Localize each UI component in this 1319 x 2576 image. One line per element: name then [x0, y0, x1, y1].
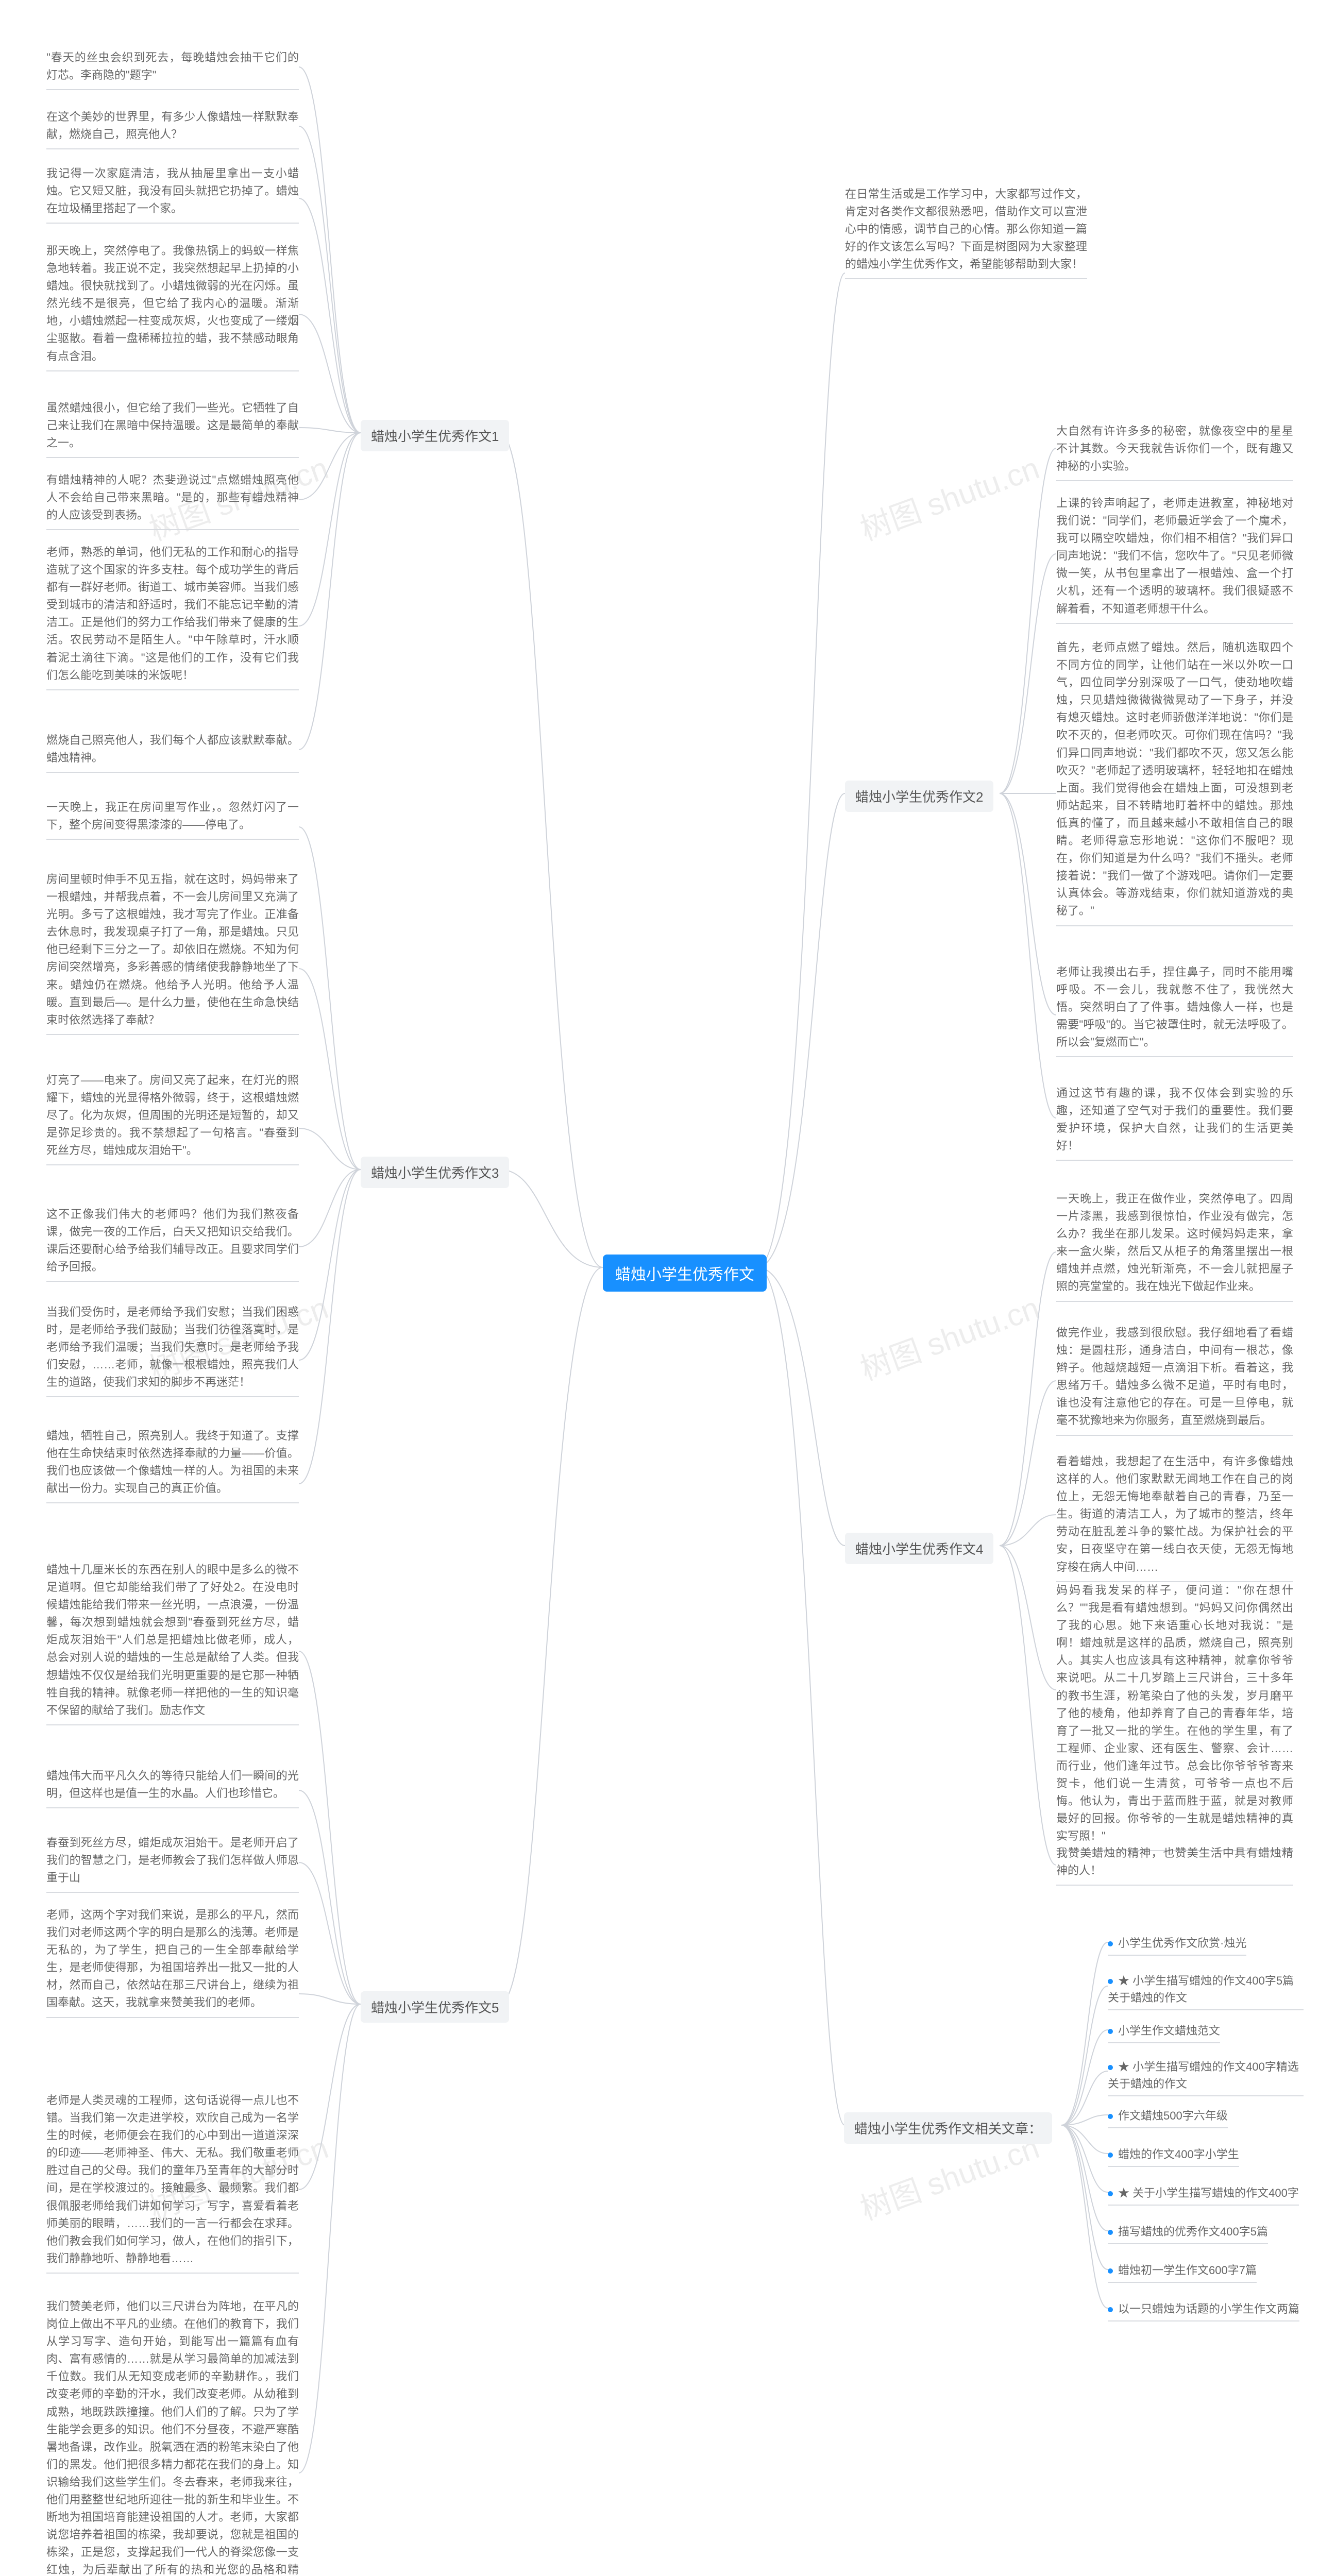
leaf: 老师是人类灵魂的工程师，这句话说得一点儿也不错。当我们第一次走进学校，欢欣自己成… — [46, 2092, 299, 2274]
branch-3[interactable]: 蜡烛小学生优秀作文3 — [361, 1157, 509, 1188]
leaf: 有蜡烛精神的人呢？杰斐逊说过"点燃蜡烛照亮他人不会给自己带来黑暗。"是的，那些有… — [46, 471, 299, 530]
leaf: 房间里顿时伸手不见五指，就在这时，妈妈带来了一根蜡烛，并帮我点着，不一会儿房间里… — [46, 871, 299, 1035]
related-link[interactable]: 小学生优秀作文欣赏·烛光 — [1108, 1935, 1246, 1956]
link-label: 小学生优秀作文欣赏·烛光 — [1118, 1937, 1246, 1950]
leaf: 一天晚上，我正在房间里写作业，。忽然灯闪了一下，整个房间变得黑漆漆的——停电了。 — [46, 799, 299, 840]
bullet-icon — [1108, 2153, 1113, 2158]
branch-5[interactable]: 蜡烛小学生优秀作文5 — [361, 1991, 509, 2023]
leaf: 蜡烛，牺牲自己，照亮别人。我终于知道了。支撑他在生命快结束时依然选择奉献的力量—… — [46, 1427, 299, 1503]
leaf: 上课的铃声响起了，老师走进教室，神秘地对我们说："同学们，老师最近学会了一个魔术… — [1056, 495, 1293, 624]
link-label: 作文蜡烛500字六年级 — [1118, 2109, 1228, 2122]
bullet-icon — [1108, 2191, 1113, 2196]
link-label: 描写蜡烛的优秀作文400字5篇 — [1118, 2225, 1268, 2238]
root-node[interactable]: 蜡烛小学生优秀作文 — [603, 1255, 767, 1292]
leaf: 老师，熟悉的单词，他们无私的工作和耐心的指导造就了这个国家的许多支柱。每个成功学… — [46, 544, 299, 690]
related-link[interactable]: 蜡烛的作文400字小学生 — [1108, 2146, 1239, 2167]
leaf: 妈妈看我发呆的样子，便问道："你在想什么？""我是看有蜡烛想到。"妈妈又问你偶然… — [1056, 1582, 1293, 1851]
related-link[interactable]: ★ 小学生描写蜡烛的作文400字精选 关于蜡烛的作文 — [1108, 2058, 1304, 2096]
intro-text: 在日常生活或是工作学习中，大家都写过作文，肯定对各类作文都很熟悉吧，借助作文可以… — [845, 185, 1087, 279]
leaf: 蜡烛十几厘米长的东西在别人的眼中是多么的微不足道啊。但它却能给我们带了了好处2。… — [46, 1561, 299, 1725]
related-link[interactable]: 蜡烛初一学生作文600字7篇 — [1108, 2262, 1257, 2283]
related-link[interactable]: ★ 关于小学生描写蜡烛的作文400字 — [1108, 2184, 1299, 2206]
leaf: 老师，这两个字对我们来说，是那么的平凡，然而我们对老师这两个字的明白是那么的浅薄… — [46, 1906, 299, 2018]
leaf: 老师让我摸出右手，捏住鼻子，同时不能用嘴呼吸。不一会儿，我就憋不住了，我恍然大悟… — [1056, 963, 1293, 1057]
link-label: ★ 关于小学生描写蜡烛的作文400字 — [1118, 2187, 1299, 2199]
leaf: 燃烧自己照亮他人，我们每个人都应该默默奉献。蜡烛精神。 — [46, 732, 299, 773]
leaf: 通过这节有趣的课，我不仅体会到实验的乐趣，还知道了空气对于我们的重要性。我们要爱… — [1056, 1084, 1293, 1161]
leaf: 当我们受伤时，是老师给予我们安慰；当我们困惑时，是老师给予我们鼓励；当我们彷徨落… — [46, 1303, 299, 1397]
related-link[interactable]: 描写蜡烛的优秀作文400字5篇 — [1108, 2223, 1268, 2244]
leaf: 在这个美妙的世界里，有多少人像蜡烛一样默默奉献，燃烧自己，照亮他人？ — [46, 108, 299, 149]
bullet-icon — [1108, 2307, 1113, 2312]
related-link[interactable]: 以一只蜡烛为话题的小学生作文两篇 — [1108, 2300, 1299, 2321]
related-link[interactable]: ★ 小学生描写蜡烛的作文400字5篇 关于蜡烛的作文 — [1108, 1972, 1304, 2010]
bullet-icon — [1108, 2114, 1113, 2119]
watermark: 树图 shutu.cn — [853, 443, 1044, 549]
leaf: 我记得一次家庭清洁，我从抽屉里拿出一支小蜡烛。它又短又脏，我没有回头就把它扔掉了… — [46, 165, 299, 224]
leaf: 做完作业，我感到很欣慰。我仔细地看了看蜡烛：是圆柱形，通身洁白，中间有一根芯，像… — [1056, 1324, 1293, 1436]
link-label: ★ 小学生描写蜡烛的作文400字5篇 关于蜡烛的作文 — [1108, 1974, 1294, 2004]
leaf: 虽然蜡烛很小，但它给了我们一些光。它牺牲了自己来让我们在黑暗中保持温暖。这是最简… — [46, 399, 299, 458]
leaf: "春天的丝虫会织到死去，每晚蜡烛会抽干它们的灯芯。李商隐的"题字" — [46, 49, 299, 90]
leaf: 这不正像我们伟大的老师吗？他们为我们熬夜备课，做完一夜的工作后，白天又把知识交给… — [46, 1206, 299, 1282]
bullet-icon — [1108, 1941, 1113, 1946]
bullet-icon — [1108, 2268, 1113, 2274]
leaf: 灯亮了——电来了。房间又亮了起来，在灯光的照耀下，蜡烛的光显得格外微弱，终于，这… — [46, 1072, 299, 1165]
related-link[interactable]: 小学生作文蜡烛范文 — [1108, 2022, 1220, 2043]
bullet-icon — [1108, 2065, 1113, 2070]
leaf: 蜡烛伟大而平凡久久的等待只能给人们一瞬间的光明，但这样也是值一生的水晶。人们也珍… — [46, 1767, 299, 1808]
link-label: 蜡烛的作文400字小学生 — [1118, 2148, 1239, 2161]
leaf: 春蚕到死丝方尽，蜡炬成灰泪始干。是老师开启了我们的智慧之门，是老师教会了我们怎样… — [46, 1834, 299, 1893]
watermark: 树图 shutu.cn — [853, 1283, 1044, 1389]
leaf: 看着蜡烛，我想起了在生活中，有许多像蜡烛这样的人。他们家默默无闻地工作在自己的岗… — [1056, 1453, 1293, 1582]
leaf: 我们赞美老师，他们以三尺讲台为阵地，在平凡的岗位上做出不平凡的业绩。在他们的教育… — [46, 2298, 299, 2576]
branch-2[interactable]: 蜡烛小学生优秀作文2 — [845, 781, 993, 812]
branch-4[interactable]: 蜡烛小学生优秀作文4 — [845, 1533, 993, 1564]
leaf: 大自然有许许多多的秘密，就像夜空中的星星不计其数。今天我就告诉你们一个，既有趣又… — [1056, 422, 1293, 481]
related-link[interactable]: 作文蜡烛500字六年级 — [1108, 2107, 1228, 2128]
bullet-icon — [1108, 2230, 1113, 2235]
leaf: 首先，老师点燃了蜡烛。然后，随机选取四个不同方位的同学，让他们站在一米以外吹一口… — [1056, 639, 1293, 926]
mindmap-canvas: 树图 shutu.cn 树图 shutu.cn 树图 shutu.cn 树图 s… — [0, 0, 1319, 2576]
link-label: 以一只蜡烛为话题的小学生作文两篇 — [1118, 2302, 1299, 2315]
leaf: 一天晚上，我正在做作业，突然停电了。四周一片漆黑，我感到很惊怕，作业没有做完，怎… — [1056, 1190, 1293, 1302]
bullet-icon — [1108, 1979, 1113, 1984]
branch-links[interactable]: 蜡烛小学生优秀作文相关文章： — [844, 2112, 1052, 2144]
link-label: ★ 小学生描写蜡烛的作文400字精选 关于蜡烛的作文 — [1108, 2060, 1299, 2090]
leaf: 那天晚上，突然停电了。我像热锅上的蚂蚁一样焦急地转着。我正说不定，我突然想起早上… — [46, 242, 299, 371]
bullet-icon — [1108, 2029, 1113, 2034]
link-label: 小学生作文蜡烛范文 — [1118, 2024, 1220, 2037]
branch-1[interactable]: 蜡烛小学生优秀作文1 — [361, 420, 509, 451]
link-label: 蜡烛初一学生作文600字7篇 — [1118, 2264, 1257, 2277]
leaf: 我赞美蜡烛的精神，也赞美生活中具有蜡烛精神的人！ — [1056, 1844, 1293, 1886]
